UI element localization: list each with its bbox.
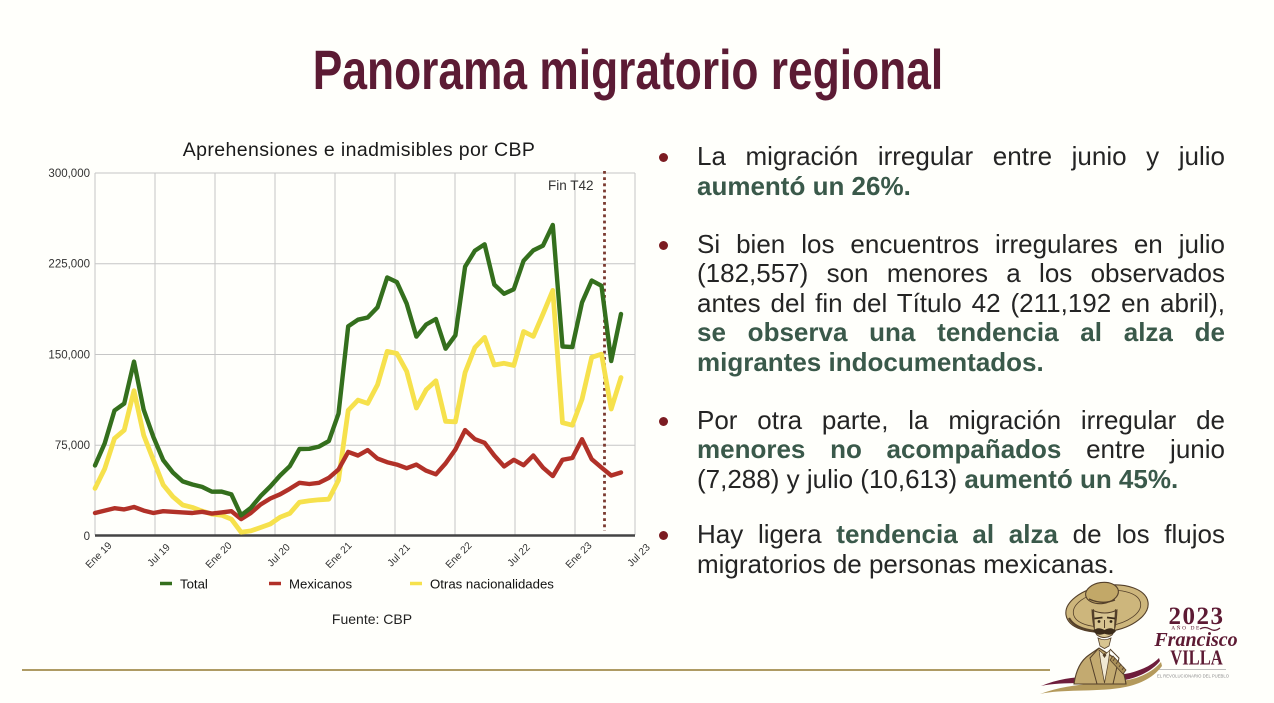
svg-text:Jul 23: Jul 23 [626, 542, 653, 569]
svg-text:Ene 20: Ene 20 [204, 540, 235, 571]
svg-text:VILLA: VILLA [1170, 646, 1223, 670]
svg-text:300,000: 300,000 [48, 168, 90, 180]
svg-text:Fin T42: Fin T42 [548, 178, 594, 193]
svg-text:Aprehensiones e inadmisibles p: Aprehensiones e inadmisibles por CBP [183, 139, 536, 161]
svg-text:Mexicanos: Mexicanos [289, 577, 352, 592]
svg-text:Jul 22: Jul 22 [506, 542, 533, 569]
svg-text:Ene 19: Ene 19 [84, 540, 115, 571]
svg-text:2023: 2023 [1169, 603, 1225, 630]
svg-text:75,000: 75,000 [55, 440, 90, 452]
svg-text:Jul 21: Jul 21 [386, 542, 413, 569]
svg-text:225,000: 225,000 [48, 259, 90, 271]
svg-text:EL REVOLUCIONARIO DEL PUEBLO: EL REVOLUCIONARIO DEL PUEBLO [1157, 674, 1229, 679]
svg-text:Ene 23: Ene 23 [564, 540, 595, 571]
svg-text:0: 0 [84, 531, 90, 543]
svg-text:Jul 19: Jul 19 [146, 542, 173, 569]
svg-text:Total: Total [180, 577, 208, 592]
svg-text:Francisco: Francisco [1153, 629, 1237, 651]
svg-text:AÑO DE: AÑO DE [1171, 624, 1201, 632]
svg-text:Jul 20: Jul 20 [266, 542, 293, 569]
svg-text:Otras nacionalidades: Otras nacionalidades [430, 577, 554, 592]
svg-text:150,000: 150,000 [48, 350, 90, 362]
svg-text:Ene 21: Ene 21 [324, 540, 355, 571]
svg-text:Fuente: CBP: Fuente: CBP [332, 611, 412, 627]
svg-text:Ene 22: Ene 22 [444, 540, 475, 571]
